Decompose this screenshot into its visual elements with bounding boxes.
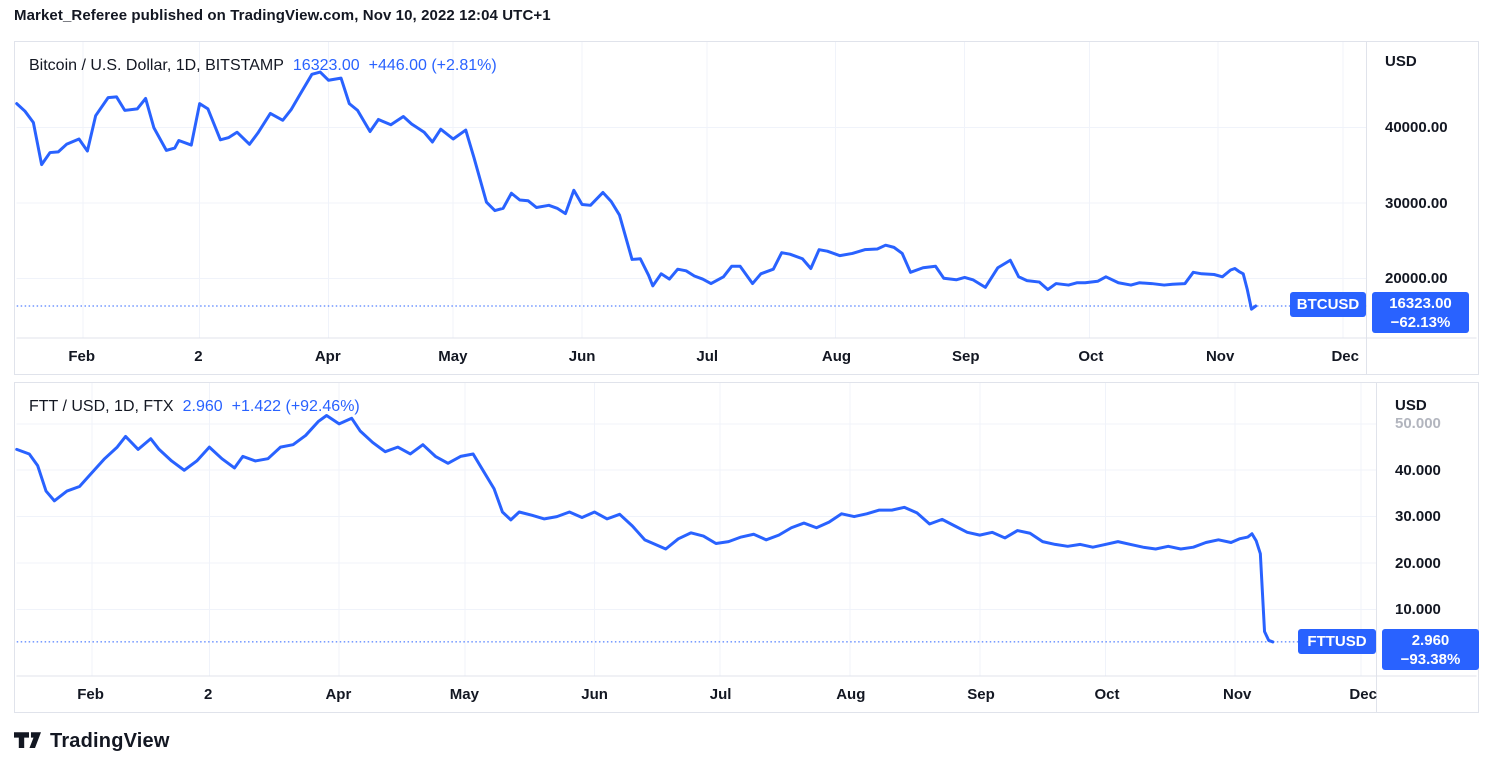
- x-tick-label: Apr: [325, 686, 352, 703]
- x-tick-label: Aug: [836, 686, 866, 703]
- y-tick-label: 10.000: [1395, 601, 1441, 618]
- y-tick-label: 40.000: [1395, 461, 1441, 479]
- tradingview-wordmark: TradingView: [50, 730, 170, 752]
- x-tick-label: Jun: [581, 686, 608, 703]
- btc-quote-change: +446.00 (+2.81%): [368, 57, 497, 74]
- x-tick-label: Sep: [951, 348, 980, 365]
- btc-symbol-title: Bitcoin / U.S. Dollar, 1D, BITSTAMP: [29, 57, 284, 74]
- ftt-chart-title: FTT / USD, 1D, FTX 2.960 +1.422 (+92.46%…: [29, 397, 360, 416]
- ftt-ticker-badge: FTTUSD: [1298, 629, 1376, 654]
- price-line-series: [15, 414, 1275, 644]
- y-tick-label: 30000.00: [1385, 194, 1448, 212]
- y-tick-label: 40000.00: [1385, 119, 1448, 136]
- y-tick-label: 30.000: [1395, 508, 1441, 525]
- x-tick-label: Oct: [1078, 348, 1104, 365]
- publish-header: Market_Referee published on TradingView.…: [14, 7, 551, 24]
- ftt-quote-change: +1.422 (+92.46%): [231, 398, 360, 415]
- btc-price-badge-change: −62.13%: [1390, 313, 1451, 331]
- x-tick-label: 2: [194, 348, 203, 365]
- x-tick-label: Dec: [1331, 348, 1359, 365]
- x-tick-label: Feb: [68, 348, 96, 365]
- chart-panel-btcusd: Bitcoin / U.S. Dollar, 1D, BITSTAMP 1632…: [14, 41, 1479, 375]
- btc-ticker-badge: BTCUSD: [1290, 292, 1366, 317]
- btc-last-price-badge: 16323.00 −62.13%: [1372, 292, 1469, 333]
- tradingview-logo-icon: [14, 731, 41, 748]
- x-tick-label: Dec: [1349, 686, 1377, 703]
- currency-label: USD: [1385, 53, 1417, 70]
- x-tick-label: Jun: [568, 348, 596, 365]
- y-tick-label: 20000.00: [1385, 270, 1448, 287]
- x-tick-label: May: [449, 686, 479, 703]
- x-tick-label: Nov: [1205, 348, 1235, 365]
- ftt-quote-price: 2.960: [182, 398, 223, 415]
- ftt-price-badge-value: 2.960: [1411, 631, 1450, 649]
- y-tick-label: 20.000: [1395, 554, 1441, 572]
- ftt-plot-area[interactable]: [15, 383, 1478, 712]
- chart-panel-fttusd: FTT / USD, 1D, FTX 2.960 +1.422 (+92.46%…: [14, 382, 1479, 713]
- ftt-symbol-title: FTT / USD, 1D, FTX: [29, 398, 174, 415]
- x-tick-label: Nov: [1223, 686, 1252, 703]
- x-tick-label: Sep: [967, 686, 995, 703]
- price-line-series: [15, 70, 1258, 311]
- x-tick-label: 2: [204, 686, 213, 703]
- x-tick-label: Aug: [821, 348, 852, 365]
- currency-label: USD: [1395, 397, 1427, 414]
- btc-price-badge-value: 16323.00: [1389, 294, 1452, 312]
- btc-quote-price: 16323.00: [292, 57, 360, 74]
- x-tick-label: Jul: [709, 686, 732, 703]
- ftt-price-badge-change: −93.38%: [1400, 650, 1461, 668]
- btc-chart-title: Bitcoin / U.S. Dollar, 1D, BITSTAMP 1632…: [29, 56, 497, 75]
- tradingview-logo[interactable]: TradingView: [14, 730, 170, 753]
- x-tick-label: Apr: [314, 348, 341, 365]
- y-tick-label: 50.000: [1395, 415, 1441, 432]
- x-tick-label: Feb: [77, 686, 104, 703]
- ftt-last-price-badge: 2.960 −93.38%: [1382, 629, 1479, 670]
- btc-plot-area[interactable]: [15, 42, 1478, 374]
- x-tick-label: May: [438, 348, 468, 365]
- x-tick-label: Oct: [1094, 686, 1120, 703]
- x-tick-label: Jul: [696, 348, 719, 365]
